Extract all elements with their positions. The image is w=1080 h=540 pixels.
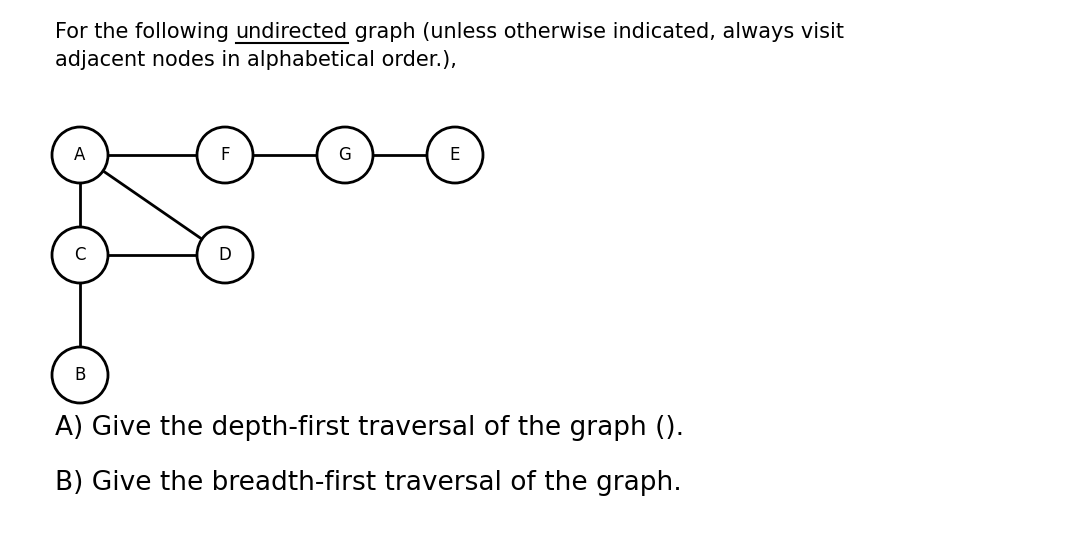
Circle shape — [52, 127, 108, 183]
Text: G: G — [338, 146, 351, 164]
Circle shape — [427, 127, 483, 183]
Text: graph (unless otherwise indicated, always visit: graph (unless otherwise indicated, alway… — [348, 22, 843, 42]
Text: B) Give the breadth-first traversal of the graph.: B) Give the breadth-first traversal of t… — [55, 470, 681, 496]
Circle shape — [52, 227, 108, 283]
Text: A) Give the depth-first traversal of the graph ().: A) Give the depth-first traversal of the… — [55, 415, 684, 441]
Text: F: F — [220, 146, 230, 164]
Text: adjacent nodes in alphabetical order.),: adjacent nodes in alphabetical order.), — [55, 50, 457, 70]
Circle shape — [318, 127, 373, 183]
Text: For the following: For the following — [55, 22, 235, 42]
Circle shape — [197, 127, 253, 183]
Circle shape — [52, 347, 108, 403]
Text: E: E — [449, 146, 460, 164]
Text: D: D — [218, 246, 231, 264]
Circle shape — [197, 227, 253, 283]
Text: C: C — [75, 246, 85, 264]
Text: B: B — [75, 366, 85, 384]
Text: undirected: undirected — [235, 22, 348, 42]
Text: A: A — [75, 146, 85, 164]
